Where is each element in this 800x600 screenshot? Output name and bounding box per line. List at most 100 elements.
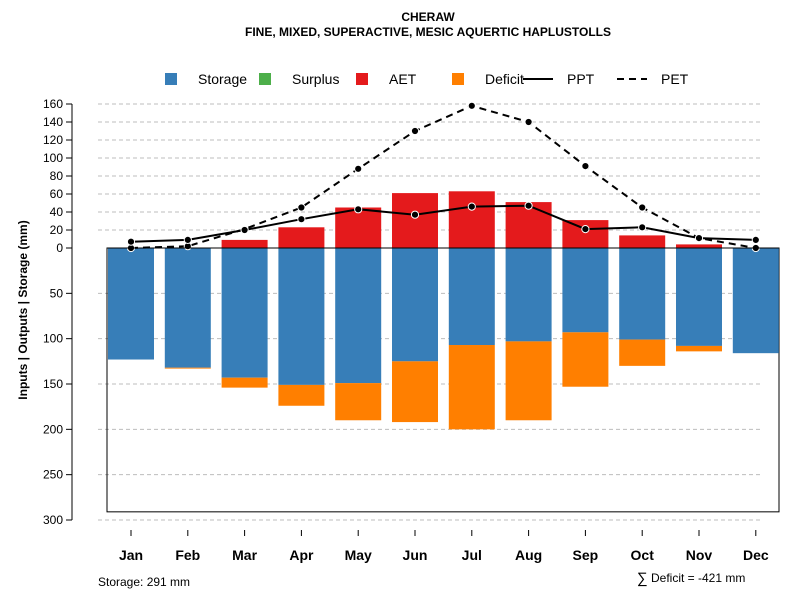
y-tick-label: 100 xyxy=(43,332,63,346)
bar-storage-oct xyxy=(619,248,666,340)
bar-storage-dec xyxy=(732,248,779,354)
pet-line-point xyxy=(354,164,363,173)
legend-swatch-surplus xyxy=(259,73,271,85)
x-tick-label-nov: Nov xyxy=(686,547,713,563)
bar-aet-mar xyxy=(221,239,268,248)
ppt-line-point xyxy=(354,205,363,214)
x-tick-label-feb: Feb xyxy=(175,547,200,563)
x-tick-label-sep: Sep xyxy=(573,547,599,563)
ppt-line-point xyxy=(751,235,760,244)
y-tick-label: 200 xyxy=(43,422,63,436)
legend-item-pet: PET xyxy=(617,71,689,87)
ppt-line-point xyxy=(638,223,647,232)
bar-storage-apr xyxy=(278,248,325,385)
bar-deficit-sep xyxy=(562,332,609,387)
y-tick-label: 50 xyxy=(50,286,64,300)
bar-storage-jan xyxy=(108,248,154,360)
ppt-line xyxy=(130,204,756,243)
bar-deficit-mar xyxy=(221,377,268,388)
ppt-line-point xyxy=(183,235,192,244)
pet-line-point xyxy=(638,203,647,212)
bar-storage-jul xyxy=(448,248,495,346)
y-tick-label: 120 xyxy=(43,133,63,147)
y-tick-label: 150 xyxy=(43,377,63,391)
x-tick-label-dec: Dec xyxy=(743,547,769,563)
legend-label-aet: AET xyxy=(389,71,417,87)
y-tick-label: 60 xyxy=(50,187,64,201)
ppt-line-point xyxy=(467,202,476,211)
legend-item-aet: AET xyxy=(356,71,417,87)
x-tick-label-may: May xyxy=(345,547,372,563)
bar-aet-jul xyxy=(448,191,495,248)
legend-swatch-aet xyxy=(356,73,368,85)
y-tick-label: 140 xyxy=(43,115,63,129)
pet-line-point xyxy=(581,162,590,171)
y-axis-label: Inputs | Outputs | Storage (mm) xyxy=(16,220,30,399)
legend-item-deficit: Deficit xyxy=(452,71,524,87)
bar-storage-nov xyxy=(676,248,722,346)
y-tick-label: 40 xyxy=(50,205,64,219)
bar-storage-mar xyxy=(221,248,268,378)
bar-deficit-jul xyxy=(448,345,495,430)
legend: Storage Surplus AET Deficit PPT PET xyxy=(165,71,689,87)
ppt-line-point xyxy=(240,225,249,235)
ppt-line-point xyxy=(410,210,420,219)
x-tick-label-jan: Jan xyxy=(119,547,143,563)
chart-title: CHERAW xyxy=(401,10,455,24)
legend-label-surplus: Surplus xyxy=(292,71,339,87)
pet-line xyxy=(130,104,756,249)
y-tick-label: 100 xyxy=(43,151,63,165)
bar-deficit-jun xyxy=(392,361,438,423)
chart-subtitle: FINE, MIXED, SUPERACTIVE, MESIC AQUERTIC… xyxy=(245,25,611,39)
y-tick-label: 20 xyxy=(50,223,64,237)
pet-line-point xyxy=(410,126,420,136)
x-tick-label-jul: Jul xyxy=(462,547,482,563)
bar-aet-sep xyxy=(562,220,609,248)
deficit-footnote: Deficit = -421 mm xyxy=(651,571,745,585)
lines xyxy=(126,101,760,253)
x-tick-label-mar: Mar xyxy=(232,547,257,563)
bar-deficit-aug xyxy=(505,341,552,421)
bar-deficit-apr xyxy=(278,384,325,406)
storage-footnote: Storage: 291 mm xyxy=(98,575,190,589)
bar-deficit-may xyxy=(335,383,382,421)
x-tick-label-jun: Jun xyxy=(403,547,428,563)
ppt-line-point xyxy=(126,237,136,246)
y-tick-label: 80 xyxy=(50,169,64,183)
bar-deficit-nov xyxy=(676,345,722,352)
x-tick-label-oct: Oct xyxy=(631,547,655,563)
bar-storage-feb xyxy=(164,248,211,368)
y-tick-label: 300 xyxy=(43,513,63,527)
ppt-line-point xyxy=(524,201,533,210)
x-tick-label-apr: Apr xyxy=(289,547,314,563)
pet-line-point xyxy=(524,117,533,127)
ppt-line-point xyxy=(297,215,306,224)
bar-storage-aug xyxy=(505,248,552,342)
ppt-line-point xyxy=(694,234,704,243)
bar-aet-may xyxy=(335,207,382,248)
legend-item-ppt: PPT xyxy=(523,71,595,87)
ppt-line-point xyxy=(581,225,590,234)
bars xyxy=(108,191,779,430)
axes: 0 20 40 60 80 100 120 140 160 50 100 150 200 250 300 Ja… xyxy=(43,97,779,563)
x-tick-label-aug: Aug xyxy=(515,547,542,563)
bar-deficit-oct xyxy=(619,339,666,366)
y-tick-label: 250 xyxy=(43,468,63,482)
bar-aet-apr xyxy=(278,227,325,248)
legend-item-surplus: Surplus xyxy=(259,71,339,87)
bar-storage-may xyxy=(335,248,382,384)
legend-swatch-deficit xyxy=(452,73,464,85)
y-tick-label: 160 xyxy=(43,97,63,111)
bar-storage-jun xyxy=(392,248,438,362)
y-tick-label: 0 xyxy=(56,241,63,255)
sum-symbol: ∑ xyxy=(637,570,648,587)
legend-item-storage: Storage xyxy=(165,71,247,87)
bar-storage-sep xyxy=(562,248,609,333)
bar-aet-oct xyxy=(619,235,666,248)
pet-line-point xyxy=(467,101,476,110)
pet-line-point xyxy=(297,203,306,212)
bar-deficit-feb xyxy=(164,367,211,369)
legend-label-storage: Storage xyxy=(198,71,247,87)
bar-aet-jun xyxy=(392,193,438,248)
